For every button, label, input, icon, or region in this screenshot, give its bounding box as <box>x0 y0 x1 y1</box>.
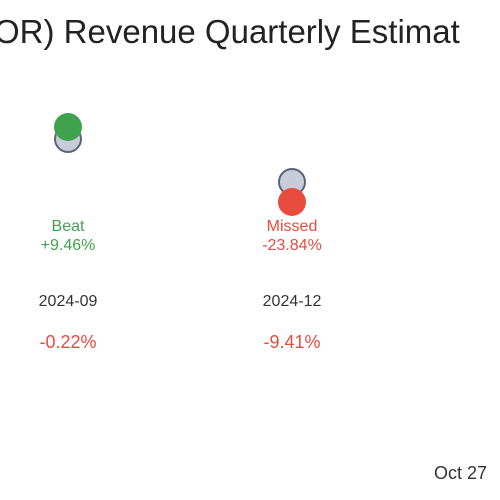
change-label: -9.41% <box>263 332 320 352</box>
actual-marker <box>54 113 82 141</box>
status-label: Missed <box>267 218 318 235</box>
footer-date: Oct 27 <box>434 463 488 483</box>
surprise-label: +9.46% <box>41 237 96 254</box>
period-label: 2024-09 <box>39 293 98 310</box>
change-label: -0.22% <box>39 332 96 352</box>
chart-title: OR) Revenue Quarterly Estimat <box>0 13 460 50</box>
surprise-label: -23.84% <box>262 237 322 254</box>
actual-marker <box>278 188 306 216</box>
status-label: Beat <box>52 218 85 235</box>
period-label: 2024-12 <box>263 293 322 310</box>
